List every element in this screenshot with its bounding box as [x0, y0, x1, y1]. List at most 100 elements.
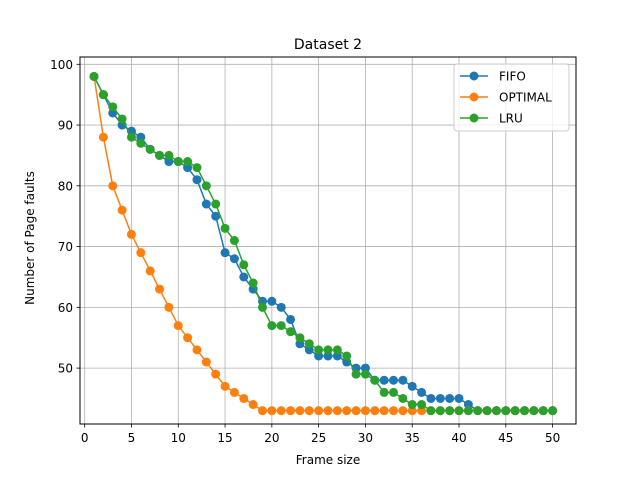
data-point-lru: [323, 345, 333, 355]
data-point-optimal: [229, 387, 239, 397]
data-point-fifo: [426, 393, 436, 403]
data-point-lru: [276, 321, 286, 331]
data-point-lru: [407, 400, 417, 410]
data-point-lru: [295, 333, 305, 343]
data-point-fifo: [192, 175, 202, 185]
data-point-lru: [304, 339, 314, 349]
data-point-fifo: [229, 254, 239, 264]
data-point-optimal: [201, 357, 211, 367]
data-point-fifo: [379, 375, 389, 385]
y-tick-label: 90: [58, 119, 73, 133]
legend-swatch-marker: [469, 71, 479, 81]
data-point-optimal: [173, 321, 183, 331]
data-point-optimal: [360, 406, 370, 416]
legend-label: OPTIMAL: [499, 91, 552, 105]
data-point-lru: [126, 132, 136, 142]
data-point-lru: [164, 150, 174, 160]
data-point-lru: [491, 406, 501, 416]
data-point-optimal: [220, 381, 230, 391]
data-point-optimal: [314, 406, 324, 416]
data-point-optimal: [211, 369, 221, 379]
legend: FIFO OPTIMAL LRU: [453, 63, 570, 132]
data-point-lru: [117, 114, 127, 124]
data-point-optimal: [370, 406, 380, 416]
data-point-optimal: [342, 406, 352, 416]
data-point-lru: [239, 260, 249, 270]
x-tick-label: 20: [264, 431, 279, 445]
data-point-lru: [89, 71, 99, 81]
y-tick-label: 80: [58, 179, 73, 193]
data-point-lru: [201, 181, 211, 191]
data-point-fifo: [211, 211, 221, 221]
y-tick-label: 60: [58, 301, 73, 315]
data-point-optimal: [183, 333, 193, 343]
data-point-lru: [417, 400, 427, 410]
x-tick-label: 50: [545, 431, 560, 445]
ticks: 0 5 10 15 20 25 30 35 40 45 50 50 60 70 80 90 100: [50, 58, 560, 445]
data-point-fifo: [286, 314, 296, 324]
data-point-lru: [360, 369, 370, 379]
data-point-fifo: [276, 302, 286, 312]
legend-item-lru: LRU: [460, 112, 523, 126]
x-tick-label: 0: [81, 431, 89, 445]
axes-frame: [79, 56, 577, 425]
data-point-optimal: [117, 205, 127, 215]
data-point-fifo: [267, 296, 277, 306]
data-point-lru: [463, 406, 473, 416]
x-axis-label: Frame size: [296, 453, 360, 467]
x-tick-label: 35: [405, 431, 420, 445]
data-point-lru: [248, 278, 258, 288]
series-layer: [89, 71, 558, 416]
data-point-lru: [473, 406, 483, 416]
data-point-optimal: [323, 406, 333, 416]
data-point-fifo: [201, 199, 211, 209]
data-point-lru: [501, 406, 511, 416]
data-point-optimal: [379, 406, 389, 416]
data-point-lru: [229, 236, 239, 245]
data-point-lru: [211, 199, 221, 209]
data-point-lru: [435, 406, 445, 416]
data-point-lru: [183, 157, 193, 167]
data-point-lru: [220, 223, 230, 233]
data-point-lru: [342, 351, 352, 361]
series-lru: [89, 71, 558, 416]
data-point-lru: [389, 387, 399, 397]
data-point-optimal: [126, 229, 136, 239]
legend-item-fifo: FIFO: [460, 70, 526, 84]
data-point-fifo: [407, 381, 417, 391]
legend-label: FIFO: [499, 70, 526, 84]
legend-label: LRU: [499, 112, 523, 126]
legend-box: [453, 63, 570, 132]
data-point-fifo: [239, 272, 249, 282]
data-point-lru: [314, 345, 324, 355]
data-point-optimal: [332, 406, 342, 416]
legend-swatch-marker: [469, 92, 479, 102]
data-point-lru: [520, 406, 530, 416]
data-point-fifo: [454, 393, 464, 403]
data-point-lru: [548, 406, 558, 416]
y-axis-label: Number of Page faults: [23, 171, 37, 305]
x-tick-label: 25: [311, 431, 326, 445]
y-tick-label: 50: [58, 362, 73, 376]
x-tick-label: 10: [171, 431, 186, 445]
data-point-optimal: [98, 132, 108, 142]
data-point-lru: [332, 345, 342, 355]
y-tick-label: 100: [50, 58, 73, 72]
data-point-lru: [370, 375, 380, 385]
data-point-lru: [257, 302, 267, 312]
data-point-optimal: [267, 406, 277, 416]
data-point-lru: [398, 393, 408, 403]
data-point-optimal: [276, 406, 286, 416]
legend-item-optimal: OPTIMAL: [460, 91, 552, 105]
data-point-lru: [445, 406, 455, 416]
data-point-fifo: [389, 375, 399, 385]
data-point-lru: [426, 406, 436, 416]
legend-swatch-marker: [469, 113, 479, 123]
x-tick-label: 15: [217, 431, 232, 445]
data-point-optimal: [351, 406, 361, 416]
data-point-lru: [482, 406, 492, 416]
y-tick-label: 70: [58, 240, 73, 254]
data-point-optimal: [398, 406, 408, 416]
data-point-lru: [538, 406, 548, 416]
